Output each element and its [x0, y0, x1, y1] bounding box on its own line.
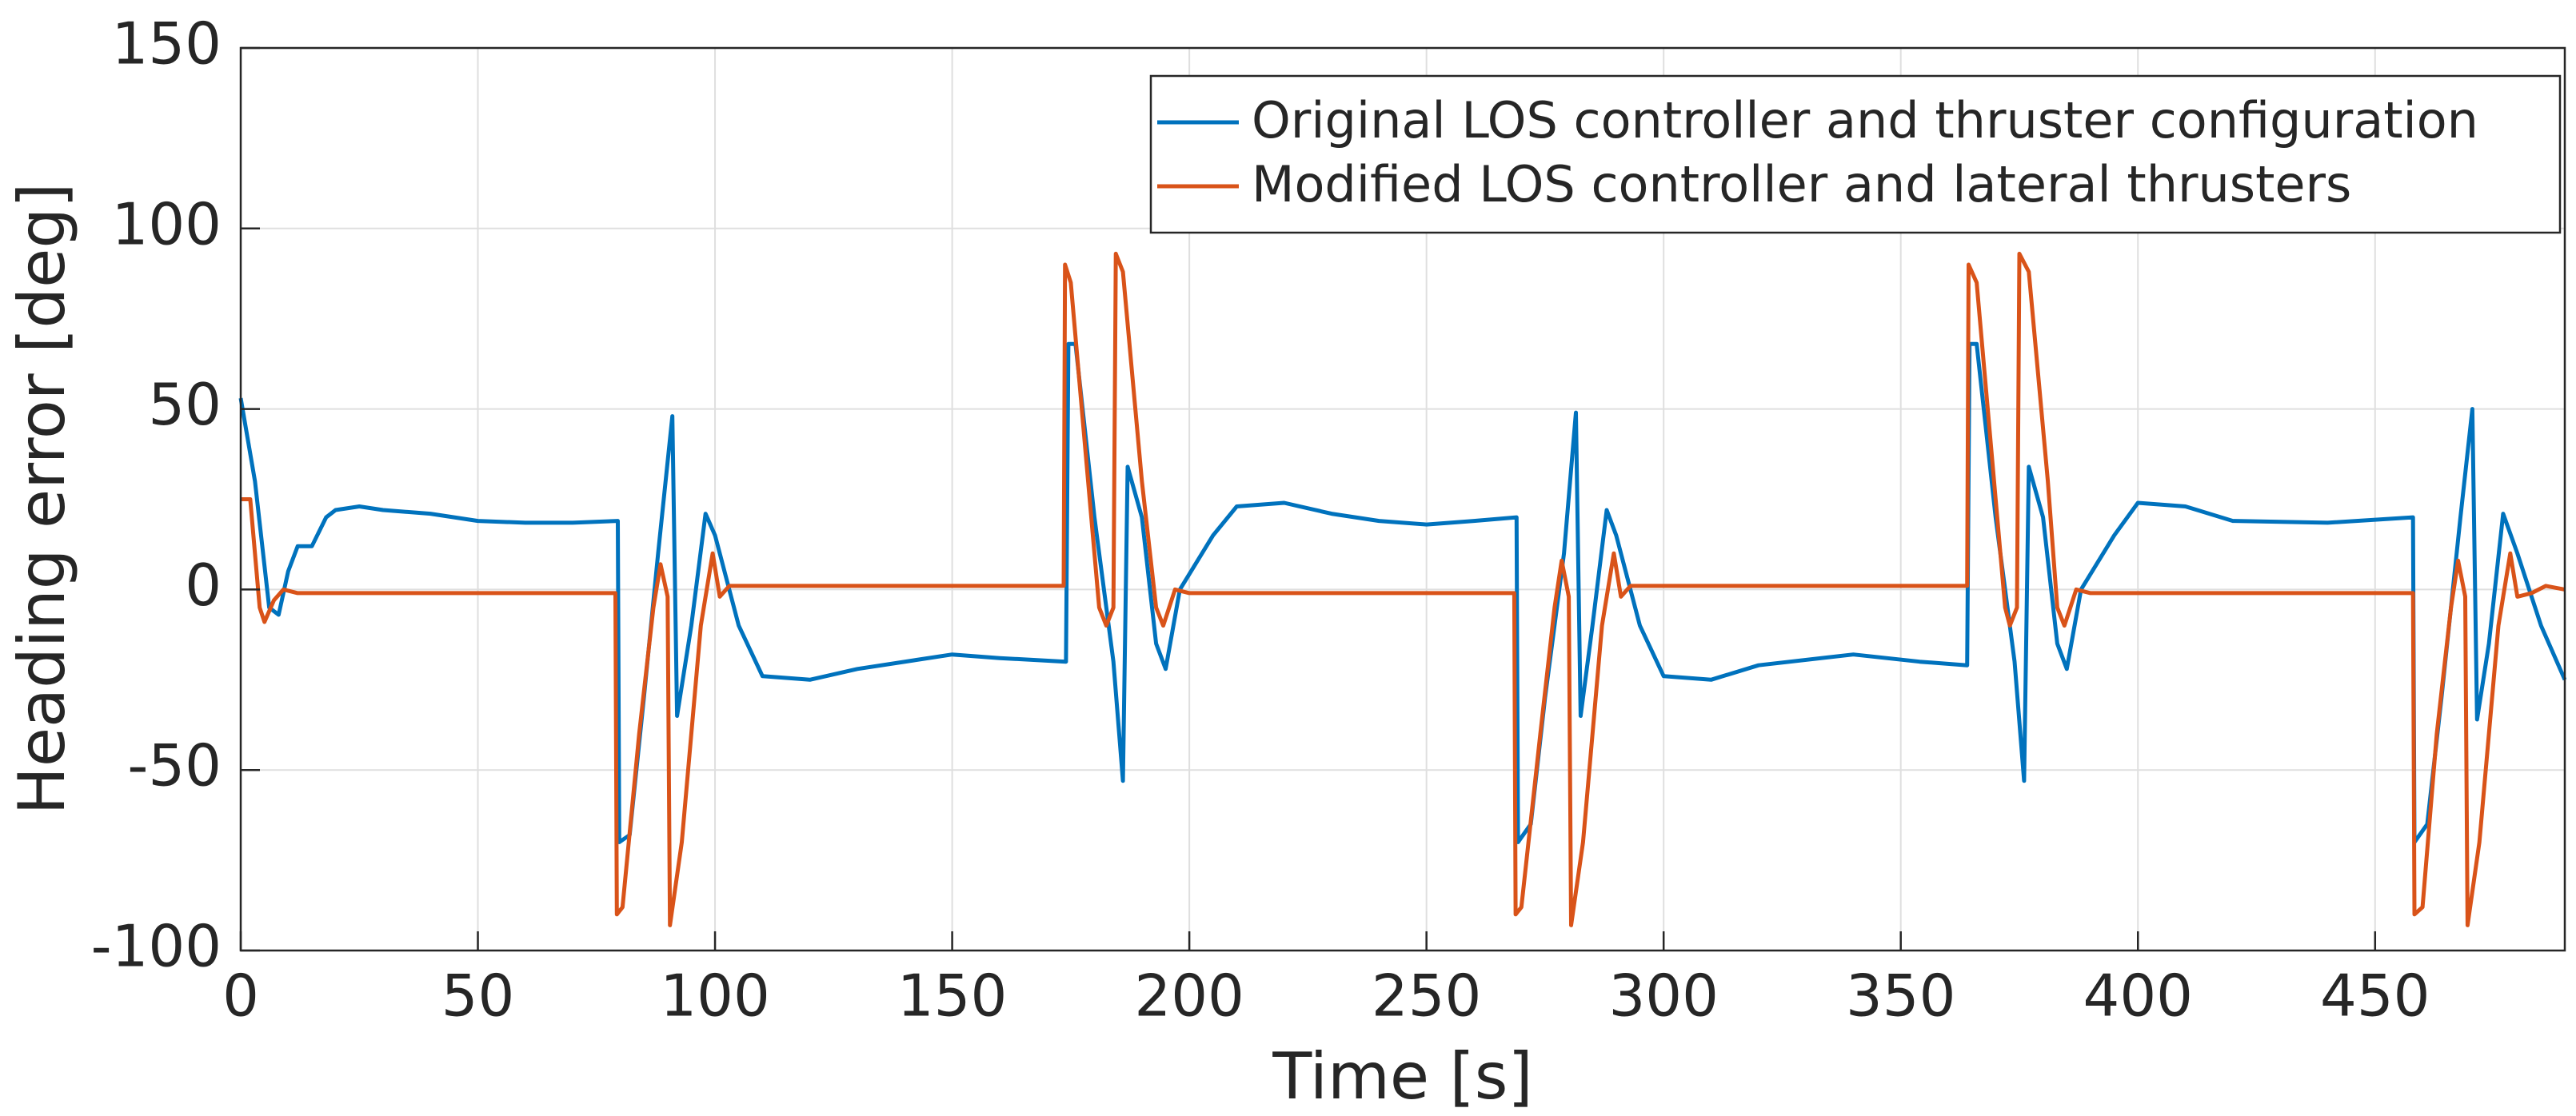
x-tick-label: 0: [222, 963, 259, 1030]
x-tick-label: 100: [660, 963, 769, 1030]
x-tick-label: 450: [2320, 963, 2430, 1030]
ticks: 0 50 100 150 200 250 300 350 400 450 -100 -50 0 50 100…: [91, 10, 2430, 1030]
y-tick-label: 0: [185, 552, 222, 619]
legend: Original LOS controller and thruster con…: [1149, 74, 2562, 234]
legend-label: Modified LOS controller and lateral thru…: [1252, 155, 2351, 213]
axes-box: [239, 46, 2566, 952]
y-tick-label: 150: [112, 10, 222, 78]
y-tick-label: 100: [112, 190, 222, 257]
y-tick-label: -50: [127, 732, 222, 799]
x-tick-label: 50: [441, 963, 515, 1030]
series-line: [241, 251, 2566, 927]
x-tick-label: 150: [897, 963, 1007, 1030]
x-tick-label: 300: [1608, 963, 1718, 1030]
plot-lines: [238, 251, 2567, 927]
x-tick-label: 400: [2083, 963, 2193, 1030]
x-axis-label: Time [s]: [1272, 1039, 1532, 1114]
y-tick-label: -100: [91, 913, 222, 980]
legend-label: Original LOS controller and thruster con…: [1252, 91, 2478, 149]
x-tick-label: 250: [1372, 963, 1481, 1030]
x-tick-label: 200: [1134, 963, 1244, 1030]
y-axis-label: Heading error [deg]: [5, 183, 79, 815]
y-tick-label: 50: [148, 371, 222, 438]
series-line: [238, 341, 2567, 844]
legend-box: [1149, 74, 2562, 234]
x-tick-label: 350: [1846, 963, 1955, 1030]
